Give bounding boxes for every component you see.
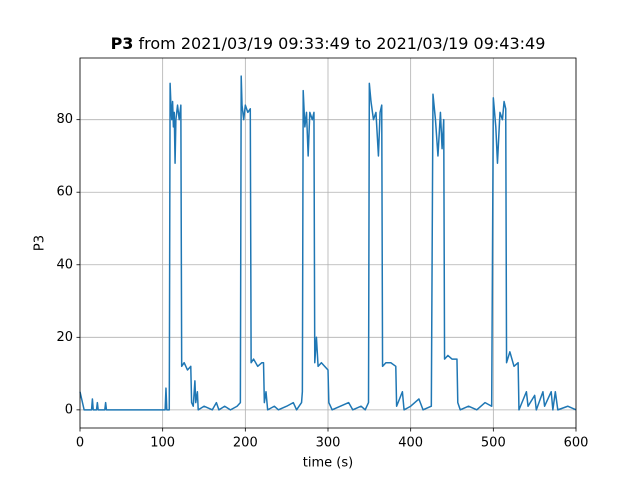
chart-title: P3 from 2021/03/19 09:33:49 to 2021/03/1… bbox=[111, 34, 546, 53]
y-tick-label: 20 bbox=[56, 330, 73, 345]
y-axis-label: P3 bbox=[33, 235, 48, 251]
x-tick-label: 100 bbox=[150, 436, 175, 451]
x-tick-label: 400 bbox=[398, 436, 423, 451]
title-text: from 2021/03/19 09:33:49 to 2021/03/19 0… bbox=[139, 34, 546, 53]
x-tick-label: 200 bbox=[233, 436, 258, 451]
data-line bbox=[79, 75, 577, 411]
y-tick-label: 60 bbox=[56, 185, 73, 200]
y-tick-label: 40 bbox=[56, 257, 73, 272]
x-tick-label: 300 bbox=[316, 436, 341, 451]
y-tick-label: 0 bbox=[65, 402, 73, 417]
plot-frame bbox=[79, 57, 577, 429]
x-tick-label: 0 bbox=[76, 436, 84, 451]
y-tick-label: 80 bbox=[56, 112, 73, 127]
title-bold: P3 bbox=[111, 34, 134, 53]
x-axis-label: time (s) bbox=[303, 456, 353, 471]
x-tick-label: 500 bbox=[481, 436, 506, 451]
x-tick-label: 600 bbox=[564, 436, 589, 451]
